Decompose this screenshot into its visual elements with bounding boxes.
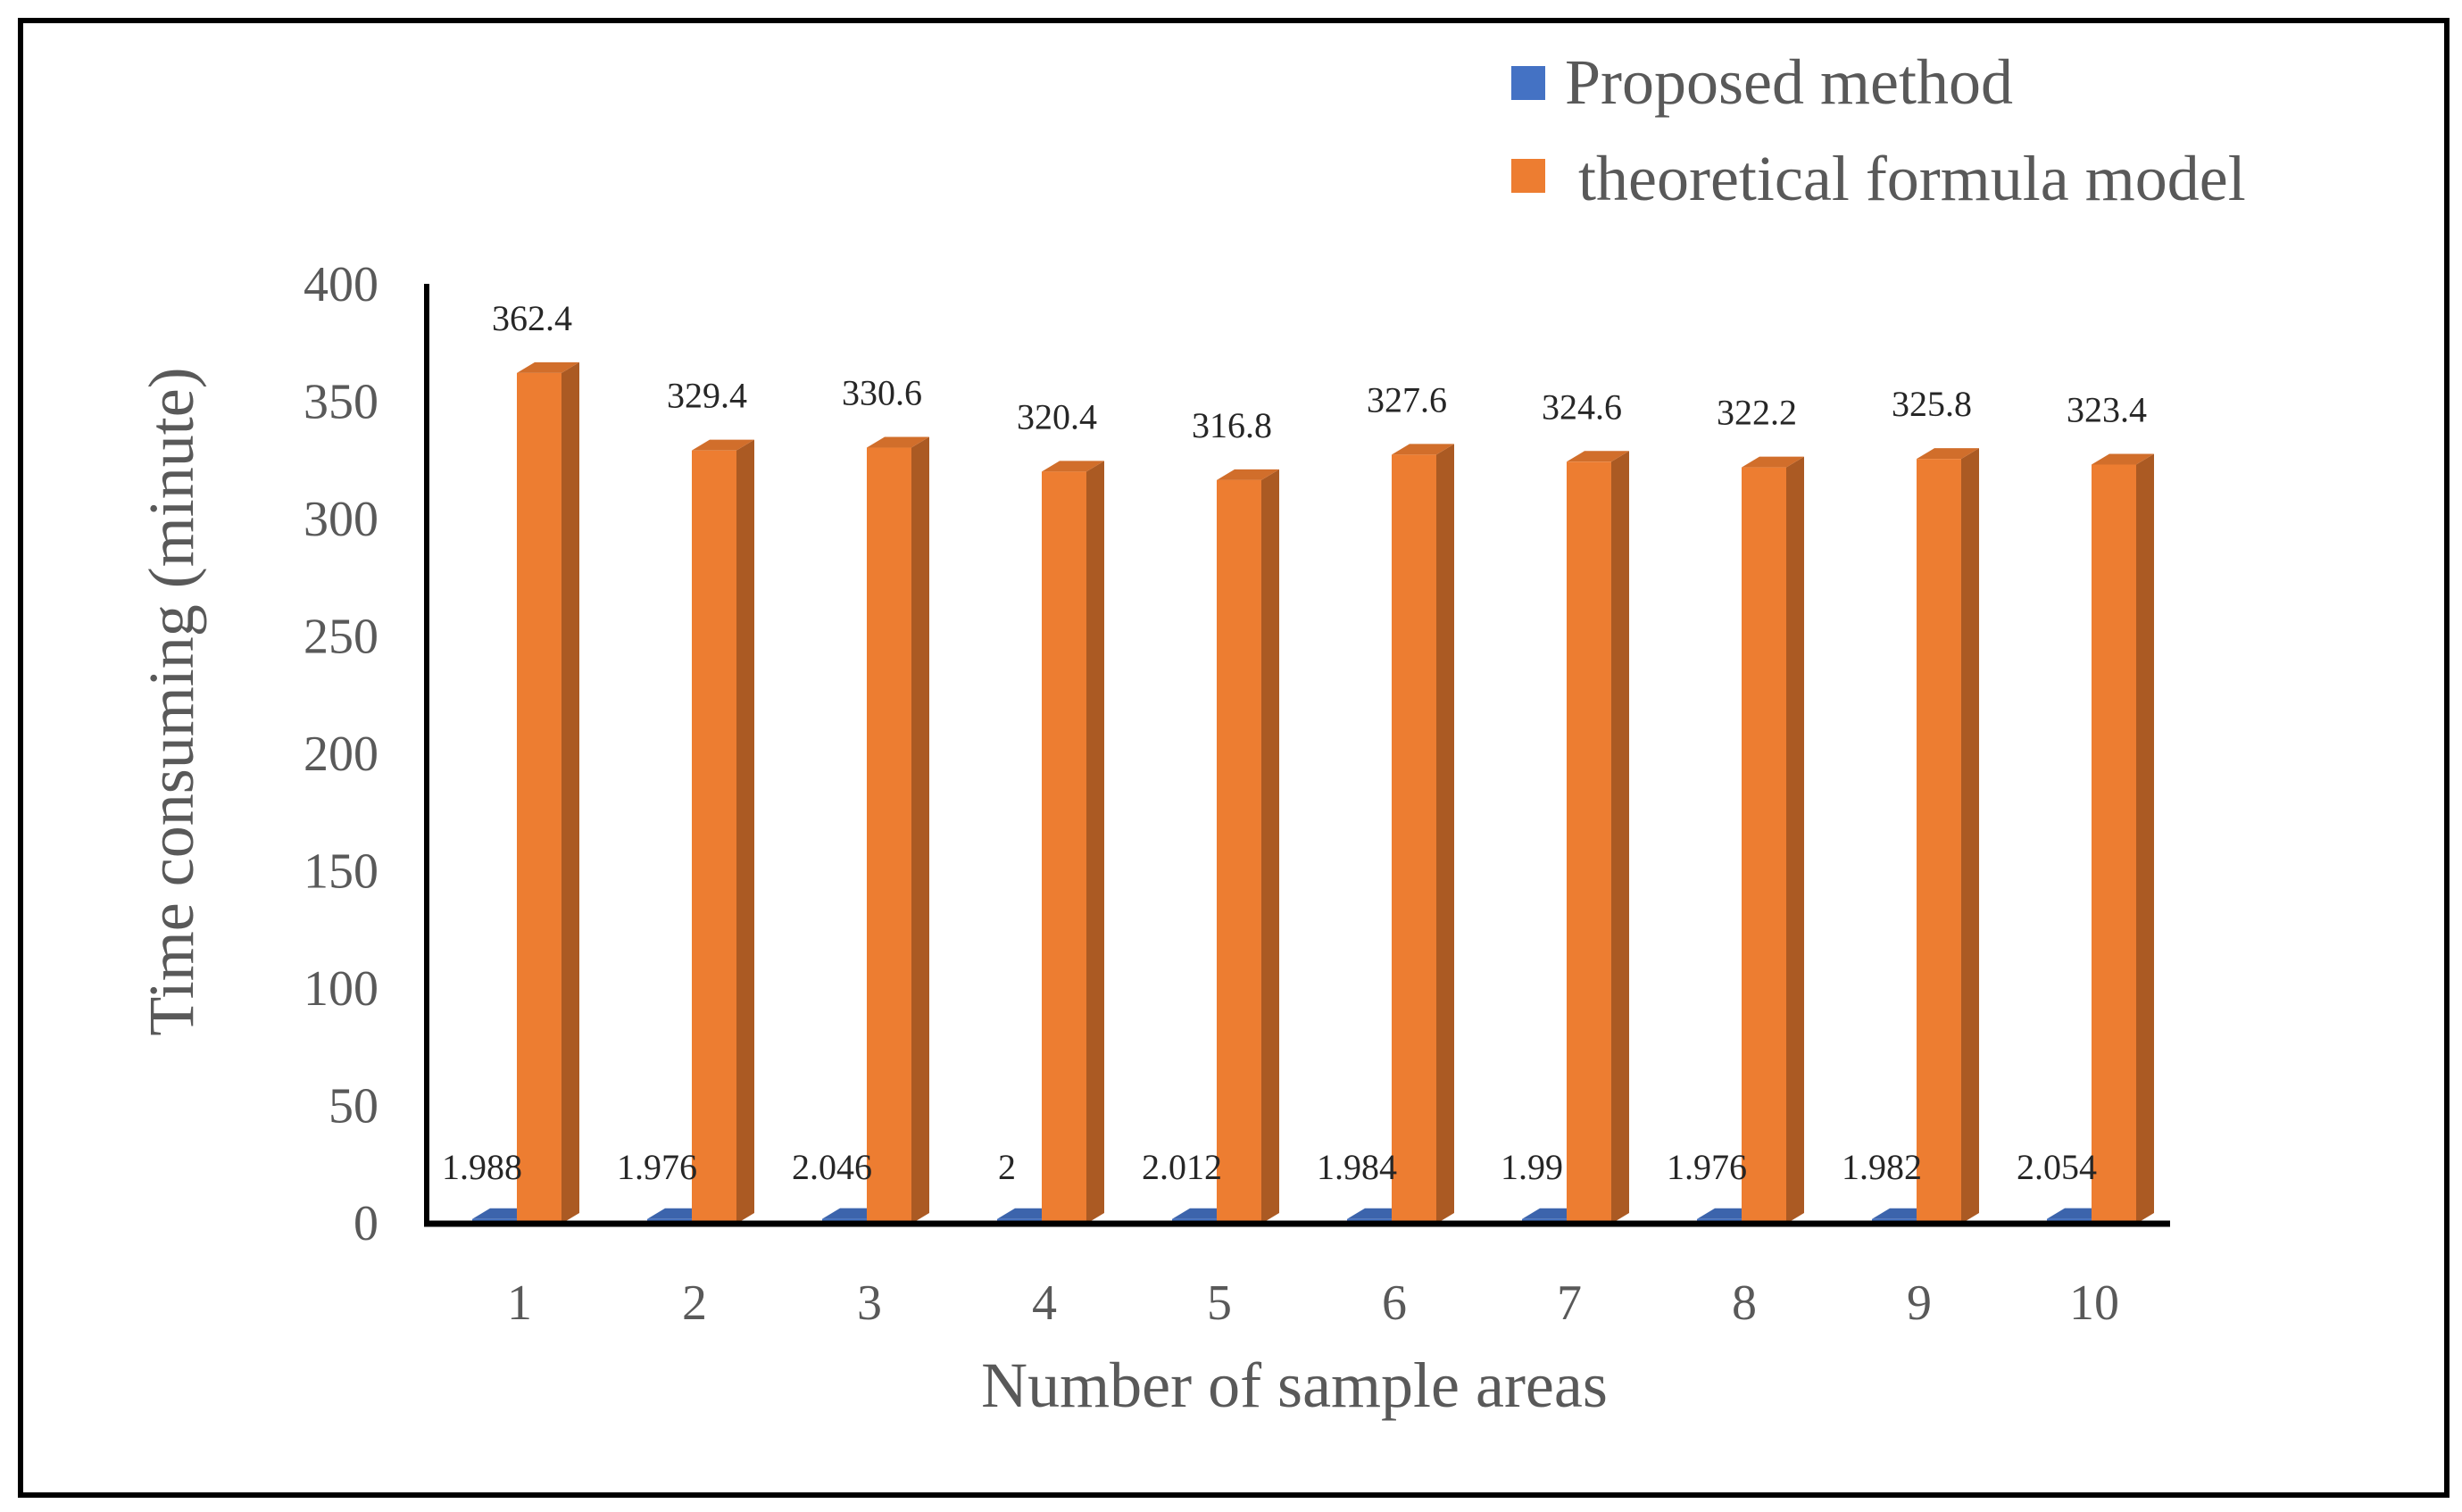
bar-top-face bbox=[1392, 444, 1454, 455]
data-label-theoretical-formula-model-6: 327.6 bbox=[1367, 379, 1447, 420]
data-label-theoretical-formula-model-9: 325.8 bbox=[1892, 384, 1972, 424]
bar-side-face bbox=[911, 436, 929, 1225]
data-label-proposed-method-9: 1.982 bbox=[1842, 1147, 1922, 1187]
legend-swatch-proposed-method bbox=[1511, 66, 1545, 100]
bar-theoretical-formula-model-10 bbox=[2092, 453, 2154, 1224]
bar-top-face bbox=[1042, 461, 1104, 472]
x-tick-label: 1 bbox=[507, 1275, 532, 1331]
data-label-theoretical-formula-model-2: 329.4 bbox=[667, 376, 747, 416]
bar-theoretical-formula-model-7 bbox=[1567, 451, 1629, 1224]
y-tick-label: 250 bbox=[304, 610, 378, 665]
bar-theoretical-formula-model-8 bbox=[1742, 456, 1804, 1224]
bar-theoretical-formula-model-5 bbox=[1217, 469, 1279, 1224]
data-label-proposed-method-10: 2.054 bbox=[2017, 1147, 2097, 1187]
bar-front-face bbox=[1042, 471, 1086, 1224]
data-label-proposed-method-8: 1.976 bbox=[1667, 1147, 1747, 1187]
bar-front-face bbox=[1567, 461, 1611, 1224]
figure-frame: Proposed method theoretical formula mode… bbox=[18, 18, 2450, 1498]
bar-theoretical-formula-model-6 bbox=[1392, 444, 1454, 1224]
data-label-proposed-method-5: 2.012 bbox=[1142, 1147, 1222, 1187]
data-label-proposed-method-2: 1.976 bbox=[617, 1147, 697, 1187]
bar-front-face bbox=[517, 372, 561, 1224]
y-axis-ticks: 0 50 100 150 200 250 300 350 400 bbox=[304, 257, 378, 1251]
bar-top-face bbox=[867, 436, 929, 448]
bar-front-face bbox=[1217, 479, 1261, 1224]
y-tick-label: 300 bbox=[304, 492, 378, 547]
data-label-theoretical-formula-model-8: 322.2 bbox=[1717, 393, 1797, 433]
bar-side-face bbox=[736, 439, 754, 1225]
data-label-theoretical-formula-model-7: 324.6 bbox=[1542, 386, 1622, 427]
data-label-proposed-method-6: 1.984 bbox=[1317, 1147, 1397, 1187]
x-tick-label: 10 bbox=[2069, 1275, 2119, 1331]
bar-front-face bbox=[867, 447, 911, 1225]
x-tick-label: 7 bbox=[1557, 1275, 1582, 1331]
bar-side-face bbox=[2136, 453, 2154, 1224]
x-tick-label: 4 bbox=[1032, 1275, 1057, 1331]
bar-theoretical-formula-model-9 bbox=[1917, 448, 1979, 1224]
legend-label-theoretical-formula-model: theoretical formula model bbox=[1578, 143, 2246, 214]
data-label-proposed-method-4: 2 bbox=[998, 1147, 1016, 1187]
data-label-theoretical-formula-model-4: 320.4 bbox=[1017, 396, 1097, 436]
x-tick-label: 8 bbox=[1732, 1275, 1757, 1331]
data-label-theoretical-formula-model-5: 316.8 bbox=[1192, 405, 1272, 445]
x-axis-title: Number of sample areas bbox=[981, 1350, 1608, 1421]
x-tick-label: 2 bbox=[682, 1275, 707, 1331]
legend: Proposed method theoretical formula mode… bbox=[1511, 46, 2246, 214]
x-tick-label: 6 bbox=[1382, 1275, 1407, 1331]
x-tick-label: 5 bbox=[1207, 1275, 1232, 1331]
bar-chart: Proposed method theoretical formula mode… bbox=[136, 46, 2246, 1421]
y-tick-label: 0 bbox=[353, 1196, 378, 1251]
x-axis-ticks: 1 2 3 4 5 6 7 8 9 10 bbox=[507, 1275, 2119, 1331]
bar-theoretical-formula-model-1 bbox=[517, 361, 579, 1224]
bar-top-face bbox=[2092, 453, 2154, 465]
bar-theoretical-formula-model-2 bbox=[692, 439, 754, 1225]
legend-swatch-theoretical-formula-model bbox=[1511, 159, 1545, 193]
bar-top-face bbox=[692, 439, 754, 451]
bars bbox=[472, 361, 2154, 1225]
bar-side-face bbox=[1436, 444, 1454, 1224]
bar-front-face bbox=[1917, 459, 1961, 1224]
y-tick-label: 150 bbox=[304, 844, 378, 900]
bar-top-face bbox=[517, 361, 579, 373]
bar-side-face bbox=[1786, 456, 1804, 1224]
y-tick-label: 50 bbox=[329, 1079, 378, 1134]
bar-front-face bbox=[1392, 454, 1436, 1224]
data-labels: 1.988 362.4 1.976 329.4 2.046 330.6 2 320.4 2.01… bbox=[442, 298, 2147, 1187]
bar-front-face bbox=[692, 450, 736, 1225]
legend-label-proposed-method: Proposed method bbox=[1565, 46, 2013, 118]
bar-top-face bbox=[1567, 451, 1629, 462]
y-tick-label: 350 bbox=[304, 375, 378, 430]
bar-side-face bbox=[1611, 451, 1629, 1224]
bar-top-face bbox=[1917, 448, 1979, 460]
data-label-theoretical-formula-model-10: 323.4 bbox=[2067, 389, 2147, 429]
bar-front-face bbox=[1742, 467, 1786, 1224]
bar-side-face bbox=[561, 361, 579, 1224]
data-label-theoretical-formula-model-3: 330.6 bbox=[842, 373, 922, 413]
bar-front-face bbox=[2092, 464, 2136, 1224]
axes bbox=[424, 284, 2170, 1227]
x-tick-label: 9 bbox=[1907, 1275, 1932, 1331]
bar-theoretical-formula-model-4 bbox=[1042, 461, 1104, 1224]
y-tick-label: 400 bbox=[304, 257, 378, 312]
data-label-proposed-method-1: 1.988 bbox=[442, 1147, 522, 1187]
data-label-proposed-method-7: 1.99 bbox=[1501, 1147, 1563, 1187]
y-tick-label: 100 bbox=[304, 961, 378, 1017]
bar-top-face bbox=[1742, 456, 1804, 468]
y-tick-label: 200 bbox=[304, 727, 378, 782]
bar-theoretical-formula-model-3 bbox=[867, 436, 929, 1225]
y-axis-title: Time consuming (minute) bbox=[136, 367, 207, 1035]
bar-side-face bbox=[1086, 461, 1104, 1224]
bar-side-face bbox=[1261, 469, 1279, 1224]
data-label-proposed-method-3: 2.046 bbox=[792, 1147, 872, 1187]
bar-top-face bbox=[1217, 469, 1279, 480]
bar-side-face bbox=[1961, 448, 1979, 1224]
data-label-theoretical-formula-model-1: 362.4 bbox=[492, 298, 572, 338]
x-tick-label: 3 bbox=[857, 1275, 882, 1331]
